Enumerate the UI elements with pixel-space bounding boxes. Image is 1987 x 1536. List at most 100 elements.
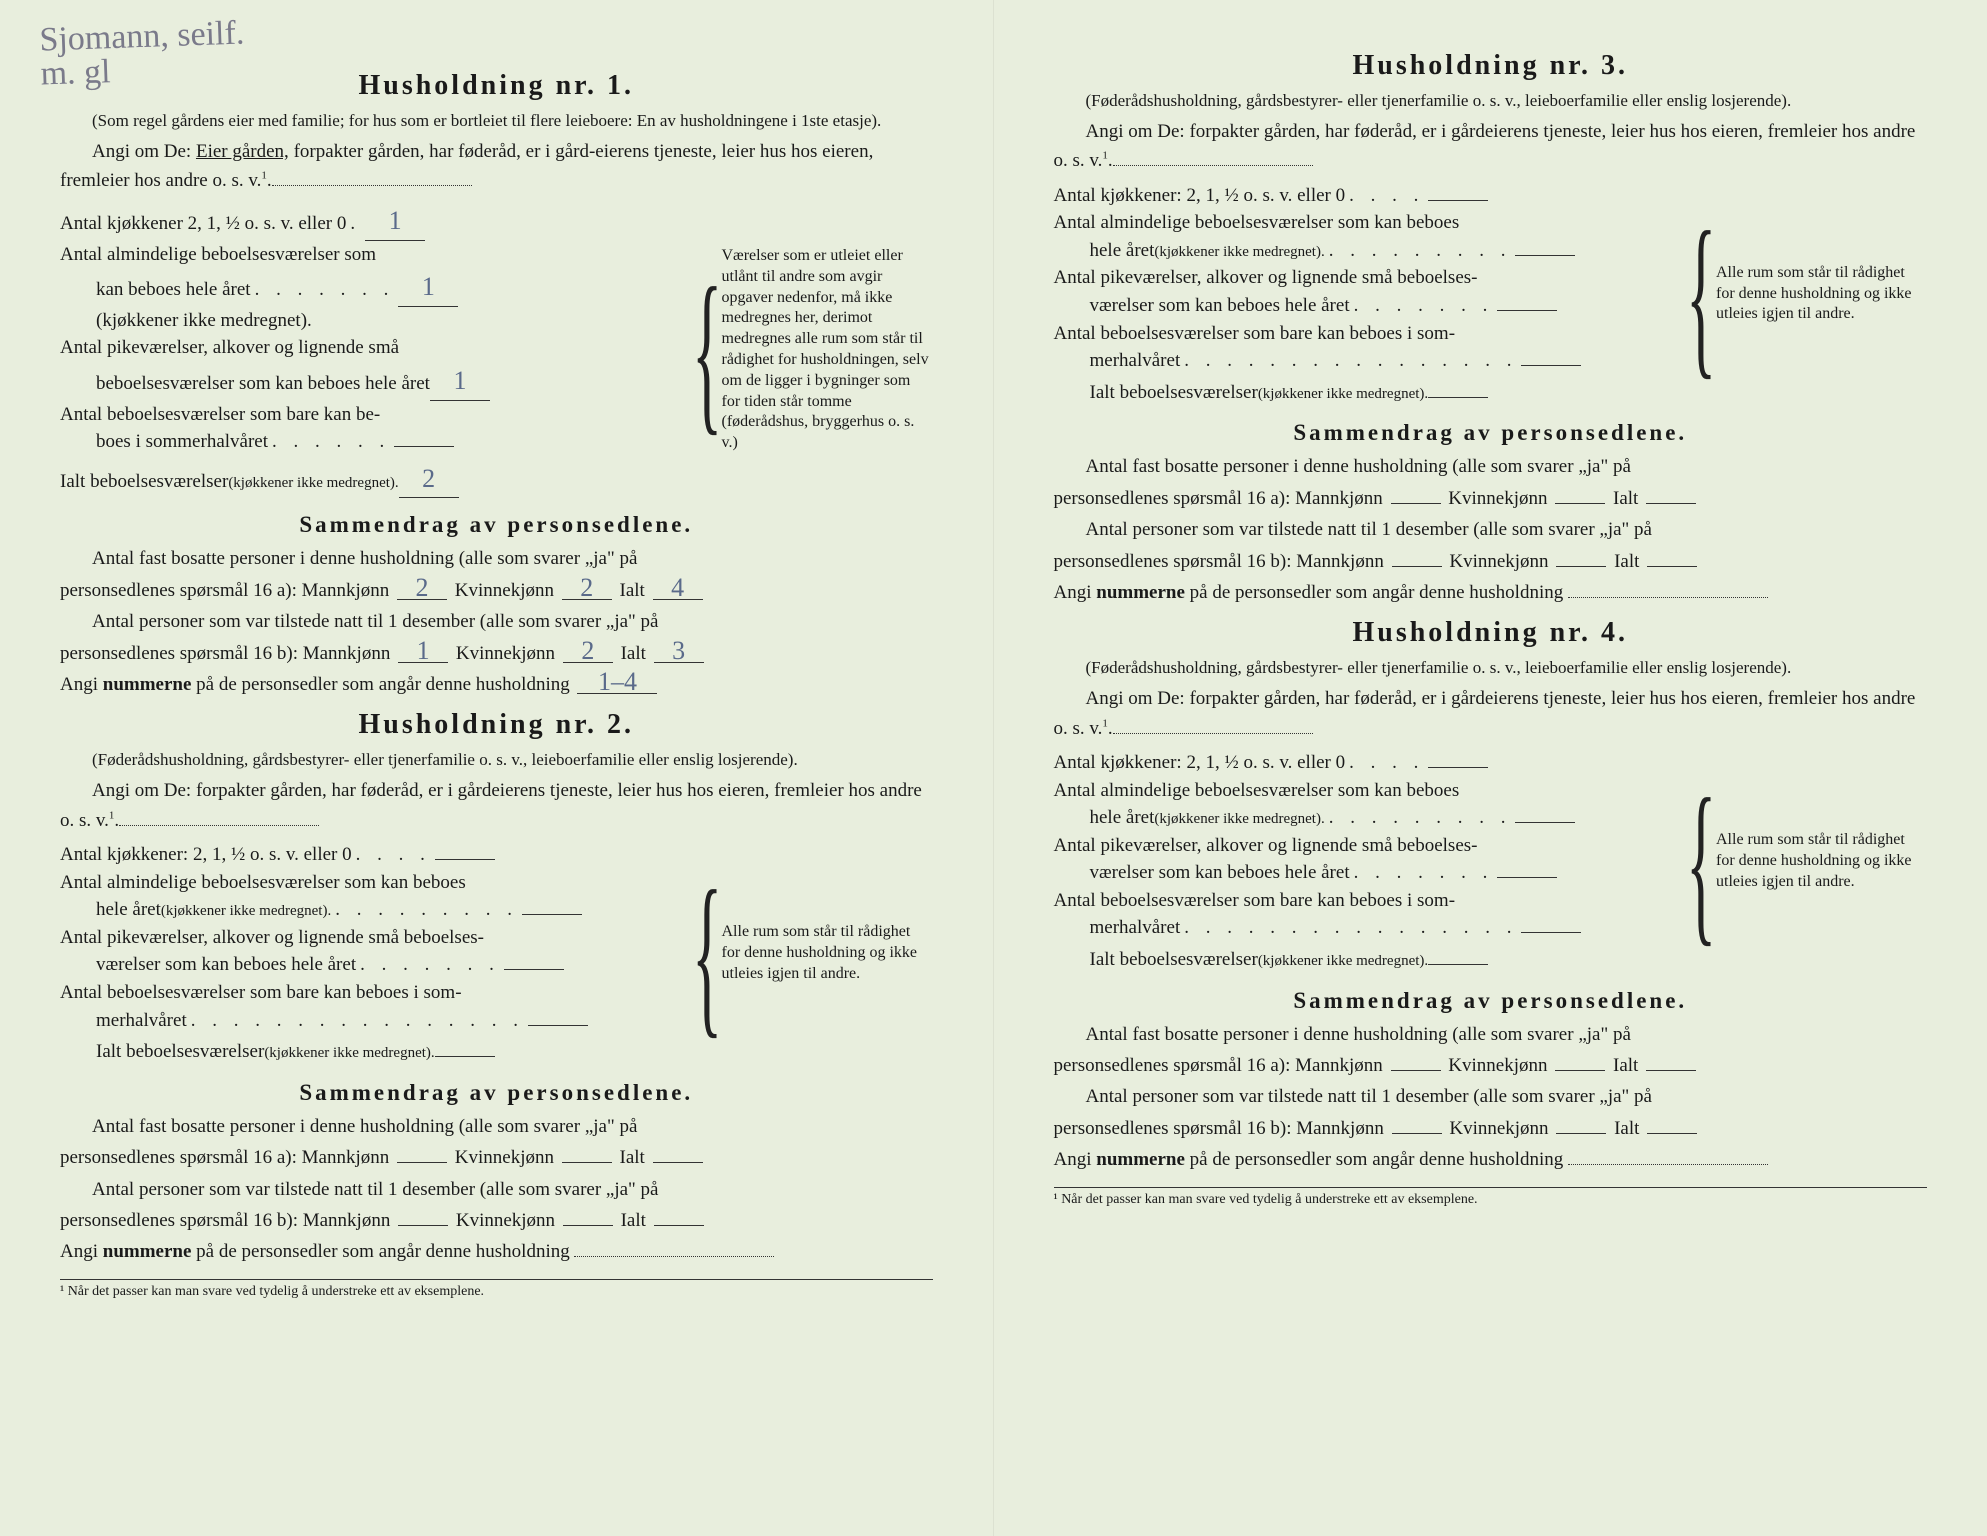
- h4-subhead: Sammendrag av personsedlene.: [1054, 988, 1928, 1014]
- h4-q5: Ialt beboelsesværelser (kjøkkener ikke m…: [1054, 946, 1681, 974]
- h2-q5: Ialt beboelsesværelser (kjøkkener ikke m…: [60, 1038, 686, 1066]
- h4-questions: Antal kjøkkener: 2, 1, ½ o. s. v. eller …: [1054, 749, 1681, 973]
- h3-intro: (Føderådshusholdning, gårdsbestyrer- ell…: [1054, 90, 1928, 113]
- handwritten-note: Sjomann, seilf. m. gl: [39, 16, 246, 91]
- h1-brace-note: Værelser som er utleiet eller utlånt til…: [718, 246, 933, 454]
- h4-q4a: Antal beboelsesværelser som bare kan beb…: [1054, 887, 1681, 915]
- h3-p3: Angi nummerne på de personsedler som ang…: [1054, 578, 1928, 607]
- h2-questions-block: Antal kjøkkener: 2, 1, ½ o. s. v. eller …: [60, 841, 933, 1065]
- brace-icon: {: [1686, 776, 1694, 947]
- h1-q4a: Antal beboelsesværelser som bare kan be-: [60, 401, 686, 429]
- h1-q3-val: 1: [430, 362, 490, 401]
- h1-p1b: personsedlenes spørsmål 16 a): Mannkjønn…: [60, 576, 933, 605]
- h4-brace-note: Alle rum som står til rådighet for denne…: [1712, 830, 1927, 892]
- h1-q1-val: 1: [365, 202, 425, 241]
- h4-p2a: Antal personer som var tilstede natt til…: [1054, 1082, 1928, 1111]
- h3-p1b: personsedlenes spørsmål 16 a): Mannkjønn…: [1054, 484, 1928, 513]
- h3-subhead: Sammendrag av personsedlene.: [1054, 420, 1928, 446]
- h1-q5: Ialt beboelsesværelser (kjøkkener ikke m…: [60, 460, 686, 499]
- angi-pre: Angi om De:: [92, 141, 196, 162]
- h1-p2a: Antal personer som var tilstede natt til…: [60, 607, 933, 636]
- footnote-ref: 1: [261, 170, 267, 182]
- brace-icon: {: [692, 265, 700, 436]
- h3-questions-block: Antal kjøkkener: 2, 1, ½ o. s. v. eller …: [1054, 182, 1928, 406]
- right-page: Husholdning nr. 3. (Føderådshusholdning,…: [994, 0, 1987, 1536]
- left-page: Sjomann, seilf. m. gl Husholdning nr. 1.…: [0, 0, 994, 1536]
- h1-p1-i: 4: [653, 576, 703, 600]
- h3-questions: Antal kjøkkener: 2, 1, ½ o. s. v. eller …: [1054, 182, 1681, 406]
- h2-brace-note: Alle rum som står til rådighet for denne…: [718, 922, 933, 984]
- h1-q2-note: (kjøkkener ikke medregnet).: [60, 307, 686, 335]
- h3-p2b: personsedlenes spørsmål 16 b): Mannkjønn…: [1054, 547, 1928, 576]
- section-h1: Husholdning nr. 1. (Som regel gårdens ei…: [60, 70, 933, 699]
- h4-q4b: merhalvåret . . . . . . . . . . . . . . …: [1054, 914, 1681, 942]
- h4-q3b: værelser som kan beboes hele året . . . …: [1054, 859, 1681, 887]
- h2-q3a: Antal pikeværelser, alkover og lignende …: [60, 924, 686, 952]
- h2-p2b: personsedlenes spørsmål 16 b): Mannkjønn…: [60, 1206, 933, 1235]
- h3-q3a: Antal pikeværelser, alkover og lignende …: [1054, 264, 1681, 292]
- h1-p2-m: 1: [398, 639, 448, 663]
- h1-q5-val: 2: [399, 460, 459, 499]
- h4-q3a: Antal pikeværelser, alkover og lignende …: [1054, 832, 1681, 860]
- h1-p2-i: 3: [654, 639, 704, 663]
- h3-q2a: Antal almindelige beboelsesværelser som …: [1054, 209, 1681, 237]
- h1-p2-k: 2: [563, 639, 613, 663]
- h1-q2b: kan beboes hele året . . . . . . . 1: [60, 268, 686, 307]
- h1-q2-val: 1: [398, 268, 458, 307]
- h1-q2a: Antal almindelige beboelsesværelser som: [60, 241, 686, 269]
- h2-p2a: Antal personer som var tilstede natt til…: [60, 1175, 933, 1204]
- h1-p1a: Antal fast bosatte personer i denne hush…: [60, 544, 933, 573]
- h1-q3a: Antal pikeværelser, alkover og lignende …: [60, 334, 686, 362]
- h2-q4a: Antal beboelsesværelser som bare kan beb…: [60, 979, 686, 1007]
- h1-questions: Antal kjøkkener 2, 1, ½ o. s. v. eller 0…: [60, 202, 686, 498]
- h2-title: Husholdning nr. 2.: [60, 709, 933, 741]
- h4-title: Husholdning nr. 4.: [1054, 617, 1928, 649]
- h1-q3b: beboelsesværelser som kan beboes hele år…: [60, 362, 686, 401]
- h1-p1-m: 2: [397, 576, 447, 600]
- h1-p2b: personsedlenes spørsmål 16 b): Mannkjønn…: [60, 639, 933, 668]
- h2-angi: Angi om De: forpakter gården, har føderå…: [60, 776, 933, 835]
- h3-q5: Ialt beboelsesværelser (kjøkkener ikke m…: [1054, 379, 1681, 407]
- h3-q2b: hele året (kjøkkener ikke medregnet). . …: [1054, 237, 1681, 265]
- handwriting-line1: Sjomann, seilf.: [39, 14, 245, 58]
- section-h4: Husholdning nr. 4. (Føderådshusholdning,…: [1054, 617, 1928, 1207]
- h4-p1b: personsedlenes spørsmål 16 a): Mannkjønn…: [1054, 1051, 1928, 1080]
- h3-brace-note: Alle rum som står til rådighet for denne…: [1712, 263, 1927, 325]
- h4-p3: Angi nummerne på de personsedler som ang…: [1054, 1145, 1928, 1174]
- h3-p1a: Antal fast bosatte personer i denne hush…: [1054, 452, 1928, 481]
- handwriting-line2: m. gl: [40, 53, 111, 92]
- h2-q4b: merhalvåret . . . . . . . . . . . . . . …: [60, 1007, 686, 1035]
- h1-q4b: boes i sommerhalvåret . . . . . .: [60, 428, 686, 456]
- h2-subhead: Sammendrag av personsedlene.: [60, 1080, 933, 1106]
- h3-q1: Antal kjøkkener: 2, 1, ½ o. s. v. eller …: [1054, 182, 1681, 210]
- angi-underlined: Eier gården,: [196, 141, 289, 162]
- h1-p3-val: 1–4: [577, 670, 657, 694]
- h3-q4a: Antal beboelsesværelser som bare kan beb…: [1054, 320, 1681, 348]
- h1-q1: Antal kjøkkener 2, 1, ½ o. s. v. eller 0…: [60, 202, 686, 241]
- section-h3: Husholdning nr. 3. (Føderådshusholdning,…: [1054, 50, 1928, 607]
- h4-q2a: Antal almindelige beboelsesværelser som …: [1054, 777, 1681, 805]
- h1-q4-val: [394, 446, 454, 447]
- h4-angi: Angi om De: forpakter gården, har føderå…: [1054, 684, 1928, 743]
- h1-questions-block: Antal kjøkkener 2, 1, ½ o. s. v. eller 0…: [60, 202, 933, 498]
- h2-p3: Angi nummerne på de personsedler som ang…: [60, 1237, 933, 1266]
- h2-footnote: ¹ Når det passer kan man svare ved tydel…: [60, 1279, 933, 1300]
- h4-p1a: Antal fast bosatte personer i denne hush…: [1054, 1020, 1928, 1049]
- brace-icon: {: [692, 868, 700, 1039]
- h4-footnote: ¹ Når det passer kan man svare ved tydel…: [1054, 1187, 1928, 1208]
- h1-subhead: Sammendrag av personsedlene.: [60, 512, 933, 538]
- h2-questions: Antal kjøkkener: 2, 1, ½ o. s. v. eller …: [60, 841, 686, 1065]
- blank-line: [272, 167, 472, 186]
- section-h2: Husholdning nr. 2. (Føderådshusholdning,…: [60, 709, 933, 1299]
- h1-intro: (Som regel gårdens eier med familie; for…: [60, 110, 933, 133]
- h3-angi: Angi om De: forpakter gården, har føderå…: [1054, 117, 1928, 176]
- h3-title: Husholdning nr. 3.: [1054, 50, 1928, 82]
- h1-p3: Angi nummerne på de personsedler som ang…: [60, 670, 933, 699]
- h3-p2a: Antal personer som var tilstede natt til…: [1054, 515, 1928, 544]
- h4-q2b: hele året (kjøkkener ikke medregnet). . …: [1054, 804, 1681, 832]
- h2-q1: Antal kjøkkener: 2, 1, ½ o. s. v. eller …: [60, 841, 686, 869]
- h1-angi: Angi om De: Eier gården, forpakter gårde…: [60, 137, 933, 196]
- h2-intro: (Føderådshusholdning, gårdsbestyrer- ell…: [60, 749, 933, 772]
- h4-q1: Antal kjøkkener: 2, 1, ½ o. s. v. eller …: [1054, 749, 1681, 777]
- h4-intro: (Føderådshusholdning, gårdsbestyrer- ell…: [1054, 657, 1928, 680]
